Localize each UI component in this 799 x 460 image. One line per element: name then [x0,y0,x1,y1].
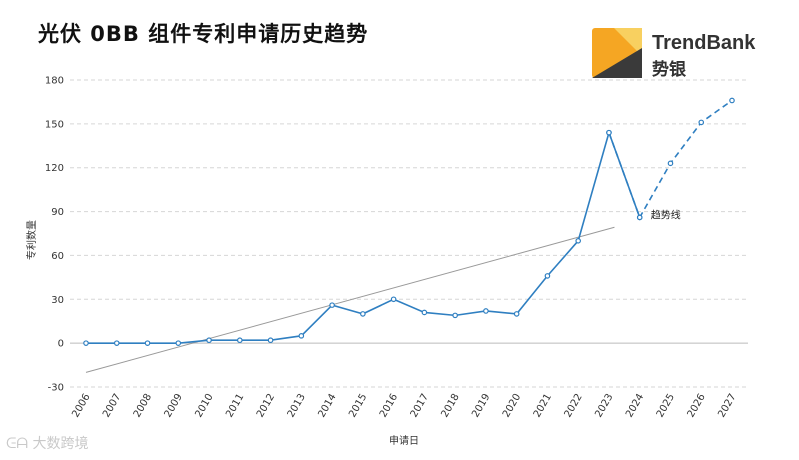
y-tick-label: 90 [51,207,64,218]
x-tick-label: 2014 [316,392,338,420]
x-tick-label: 2023 [593,392,615,420]
y-tick-label: 0 [58,339,64,350]
data-point [206,337,212,344]
logo-brand-en: TrendBank [652,32,756,54]
x-tick-label: 2020 [501,392,523,420]
data-point [513,311,520,317]
x-tick-label: 2010 [193,392,215,420]
data-point [175,340,182,346]
y-tick-label: 30 [51,295,64,306]
x-tick-label: 2027 [716,392,738,420]
data-point [606,129,612,136]
data-point [452,312,458,319]
x-tick-label: 2026 [686,392,708,420]
x-tick-label: 2015 [347,392,369,420]
data-point [113,340,120,346]
x-tick-label: 2007 [101,392,123,420]
forecast-line [608,99,733,220]
x-tick-label: 2012 [255,392,277,420]
trendline-group [85,226,615,373]
x-tick-labels: 2006 2007 2008 2009 2010 2011 2012 2013 2014 2015… [70,392,738,420]
data-point [575,238,581,244]
y-tick-label: 180 [45,76,64,87]
data-point [698,119,705,126]
x-tick-label: 2018 [439,392,461,420]
chart-title: 光伏 0BB 组件专利申请历史趋势 [38,22,369,46]
x-tick-label: 2021 [532,392,554,420]
x-tick-label: 2009 [163,392,185,420]
x-tick-label: 2013 [286,392,308,420]
y-tick-label: 120 [45,163,64,174]
x-tick-label: 2025 [655,392,677,420]
x-tick-label: 2008 [132,392,154,420]
y-tick-label: 60 [51,251,64,262]
trendline [85,226,615,373]
trendbank-logo: TrendBank 势银 [592,28,782,80]
y-tick-labels: -30 0 30 60 90 120 150 180 [45,76,64,394]
data-point [298,333,305,339]
data-point [360,311,366,317]
data-point [544,273,551,279]
data-point [483,308,489,314]
logo-brand-cn: 势银 [652,60,686,80]
watermark: ᕮᗩ 大数跨境 [6,433,89,453]
x-tick-label: 2024 [624,392,646,420]
data-point [421,309,428,316]
grid-lines [70,79,748,388]
trendline-label: 趋势线 [651,208,681,221]
watermark-icon: ᕮᗩ [6,436,33,452]
data-point [729,97,735,104]
data-point [636,214,643,221]
y-tick-label: 150 [45,119,64,130]
x-tick-label: 2019 [470,392,492,420]
x-tick-label: 2006 [70,392,92,420]
y-tick-label: -30 [48,383,64,394]
y-axis-title: 专利数量 [25,220,38,260]
data-point [329,302,335,308]
data-point [667,160,674,167]
x-tick-label: 2011 [224,392,246,420]
x-tick-label: 2016 [378,392,400,420]
x-axis-title: 申请日 [389,434,419,447]
annotation-group: 趋势线 [651,208,681,221]
trendbank-logo-icon [592,28,642,78]
x-tick-label: 2017 [409,392,431,420]
data-point [267,337,274,344]
data-point [390,296,397,303]
watermark-text: 大数跨境 [32,436,89,452]
data-point [83,340,89,346]
data-point [237,337,243,344]
data-point [144,340,151,346]
series-group [83,97,735,346]
x-tick-label: 2022 [563,392,585,420]
